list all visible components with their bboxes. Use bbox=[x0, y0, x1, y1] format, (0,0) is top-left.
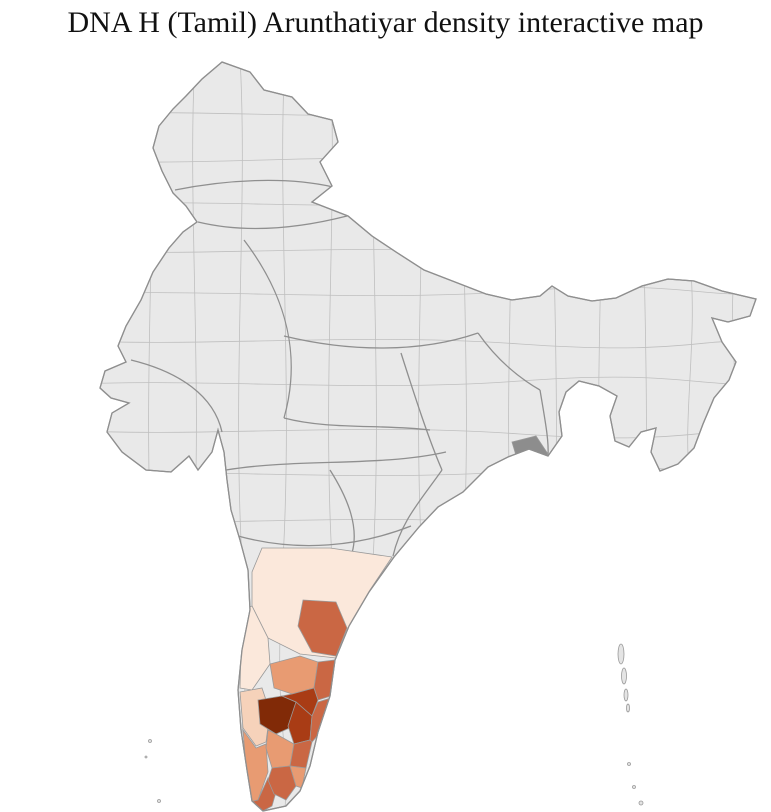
nicobar-island[interactable] bbox=[638, 800, 644, 806]
lakshadweep-islands[interactable] bbox=[144, 739, 161, 803]
andaman-nicobar-islands[interactable] bbox=[617, 643, 644, 806]
lakshadweep-island[interactable] bbox=[144, 755, 148, 759]
district[interactable] bbox=[269, 655, 319, 695]
andaman-island[interactable] bbox=[623, 688, 629, 702]
andaman-island[interactable] bbox=[621, 667, 627, 685]
lakshadweep-island[interactable] bbox=[157, 799, 161, 803]
district[interactable] bbox=[313, 659, 336, 701]
page-title: DNA H (Tamil) Arunthatiyar density inter… bbox=[67, 6, 704, 39]
andaman-island[interactable] bbox=[626, 703, 630, 713]
nicobar-island[interactable] bbox=[632, 785, 636, 789]
nicobar-island[interactable] bbox=[627, 762, 631, 766]
lakshadweep-island[interactable] bbox=[148, 739, 152, 743]
andaman-island[interactable] bbox=[617, 643, 625, 665]
